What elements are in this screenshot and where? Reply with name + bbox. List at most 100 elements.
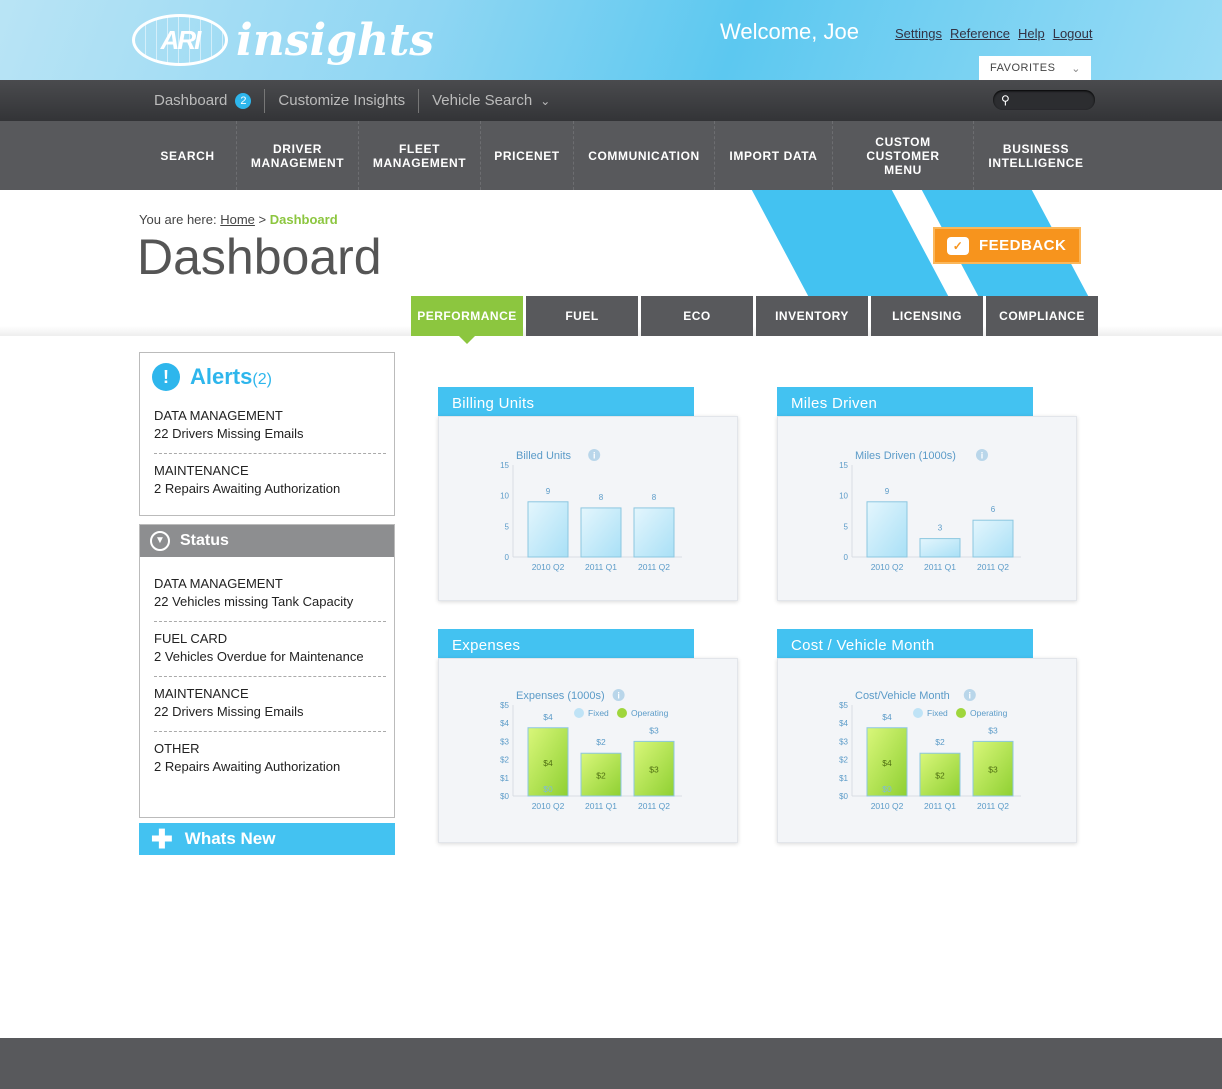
favorites-label: FAVORITES [990, 62, 1056, 74]
y-tick-label: $3 [500, 737, 509, 746]
y-tick-label: 15 [500, 461, 509, 470]
alert-item[interactable]: DATA MANAGEMENT 22 Drivers Missing Emails [154, 399, 386, 454]
bar-fixed-label: $0 [543, 784, 553, 794]
bar-operating-label: $3 [988, 765, 998, 775]
tab-eco[interactable]: ECO [641, 296, 753, 336]
bar-operating [580, 752, 622, 797]
chevron-circle-down-icon: ▼ [150, 531, 170, 551]
tab-inventory[interactable]: INVENTORY [756, 296, 868, 336]
dashboard-tabs: PERFORMANCE FUEL ECO INVENTORY LICENSING… [411, 296, 1098, 344]
bar-value-label: 3 [938, 524, 943, 533]
tab-compliance[interactable]: COMPLIANCE [986, 296, 1098, 336]
dashboard-count-badge: 2 [235, 92, 252, 109]
subnav-customize-insights[interactable]: Customize Insights [265, 88, 420, 113]
legend-label: Operating [631, 708, 669, 718]
nav-custom-customer-menu[interactable]: CUSTOM CUSTOMER MENU [833, 121, 974, 190]
tab-fuel[interactable]: FUEL [526, 296, 638, 336]
breadcrumb-prefix: You are here: [139, 212, 217, 227]
bar-value-label: 9 [546, 487, 551, 496]
exclamation-icon: ! [152, 363, 180, 391]
tab-performance[interactable]: PERFORMANCE [411, 296, 523, 344]
status-item[interactable]: MAINTENANCE 22 Drivers Missing Emails [154, 677, 386, 732]
y-tick-label: 0 [505, 553, 510, 562]
alerts-count: (2) [252, 371, 272, 388]
status-title: Status [180, 532, 229, 549]
cost-vehicle-month-panel: Cost/Vehicle Month i $0 $1 $2 $3 $4 $5 Fixed Oper… [777, 658, 1077, 843]
y-tick-label: $0 [839, 792, 848, 801]
cost-vehicle-month-header: Cost / Vehicle Month [777, 629, 1033, 659]
nav-business-intelligence[interactable]: BUSINESS INTELLIGENCE [988, 141, 1084, 170]
nav-pricenet[interactable]: PRICENET [481, 121, 574, 190]
info-icon-glyph: i [969, 691, 972, 701]
whats-new-button[interactable]: ✚ Whats New [139, 823, 395, 855]
bar-total-label: $4 [882, 712, 892, 722]
alert-item[interactable]: MAINTENANCE 2 Repairs Awaiting Authorizat… [154, 454, 386, 508]
x-tick-label: 2010 Q2 [532, 562, 565, 572]
search-input[interactable]: ⚲ [993, 90, 1095, 110]
y-tick-label: 5 [844, 522, 849, 531]
breadcrumb-current: Dashboard [269, 212, 338, 227]
subnav-dashboard[interactable]: Dashboard 2 [141, 88, 266, 113]
status-item[interactable]: OTHER 2 Repairs Awaiting Authorization [154, 732, 386, 786]
bar-operating-label: $3 [649, 765, 659, 775]
alert-category: MAINTENANCE [154, 463, 249, 478]
y-tick-label: $4 [500, 719, 509, 728]
favorites-dropdown[interactable]: FAVORITES ⌄ [979, 56, 1091, 80]
plus-icon: ✚ [151, 824, 173, 854]
x-tick-label: 2011 Q1 [585, 562, 617, 572]
info-icon [976, 449, 988, 461]
top-links: Settings Reference Help Logout [895, 26, 1092, 41]
y-tick-label: $4 [839, 719, 848, 728]
billing-units-panel: Billed Units i 0 5 10 15 9 2010 Q2 8 2011 Q1 8 2011… [438, 416, 738, 601]
status-item[interactable]: FUEL CARD 2 Vehicles Overdue for Maintena… [154, 622, 386, 677]
breadcrumb: You are here: Home > Dashboard [139, 212, 338, 227]
status-header[interactable]: ▼ Status [140, 525, 394, 557]
nav-communication[interactable]: COMMUNICATION [574, 121, 715, 190]
legend-swatch [913, 708, 923, 718]
billing-units-header: Billing Units [438, 387, 694, 417]
y-tick-label: 5 [505, 522, 510, 531]
nav-fleet-management[interactable]: FLEET MANAGEMENT [359, 121, 481, 190]
status-text: 2 Repairs Awaiting Authorization [154, 759, 341, 774]
logo[interactable]: ARI insights [132, 14, 434, 66]
main-nav: SEARCH DRIVER MANAGEMENT FLEET MANAGEMEN… [0, 121, 1222, 190]
status-box: ▼ Status DATA MANAGEMENT 22 Vehicles missi… [139, 524, 395, 818]
status-item[interactable]: DATA MANAGEMENT 22 Vehicles missing Tank … [154, 567, 386, 622]
bar-operating [972, 740, 1014, 797]
info-icon [588, 449, 601, 461]
x-tick-label: 2010 Q2 [871, 562, 904, 572]
bar [919, 538, 961, 558]
logout-link[interactable]: Logout [1052, 26, 1093, 41]
subnav-vehicle-search[interactable]: Vehicle Search ⌄ [419, 89, 563, 113]
settings-link[interactable]: Settings [895, 26, 942, 41]
status-text: 22 Vehicles missing Tank Capacity [154, 594, 354, 609]
status-text: 2 Vehicles Overdue for Maintenance [154, 649, 364, 664]
y-tick-label: $5 [839, 701, 848, 710]
nav-import-data[interactable]: IMPORT DATA [715, 121, 833, 190]
nav-driver-management[interactable]: DRIVER MANAGEMENT [237, 121, 359, 190]
breadcrumb-home[interactable]: Home [220, 212, 255, 227]
legend-label: Fixed [588, 708, 609, 718]
bar-fixed-label: $0 [882, 784, 892, 794]
chart-title: Cost/Vehicle Month [855, 690, 950, 702]
bar-operating [866, 727, 908, 797]
alert-text: 22 Drivers Missing Emails [154, 426, 304, 441]
chat-check-icon: ✓ [947, 236, 969, 255]
reference-link[interactable]: Reference [949, 26, 1010, 41]
feedback-button[interactable]: ✓ FEEDBACK [933, 227, 1081, 264]
x-tick-label: 2011 Q1 [585, 801, 617, 811]
legend-swatch [617, 708, 627, 718]
nav-search[interactable]: SEARCH [139, 121, 237, 190]
feedback-label: FEEDBACK [979, 237, 1067, 254]
chevron-down-icon: ⌄ [540, 93, 551, 108]
alert-text: 2 Repairs Awaiting Authorization [154, 481, 341, 496]
status-category: MAINTENANCE [154, 686, 249, 701]
x-tick-label: 2010 Q2 [532, 801, 565, 811]
tab-licensing[interactable]: LICENSING [871, 296, 983, 336]
info-icon [612, 689, 625, 701]
bar-value-label: 6 [991, 505, 996, 514]
bar-value-label: 8 [652, 493, 657, 502]
page-title: Dashboard [137, 229, 382, 285]
bar-operating-label: $2 [596, 771, 606, 781]
help-link[interactable]: Help [1017, 26, 1045, 41]
